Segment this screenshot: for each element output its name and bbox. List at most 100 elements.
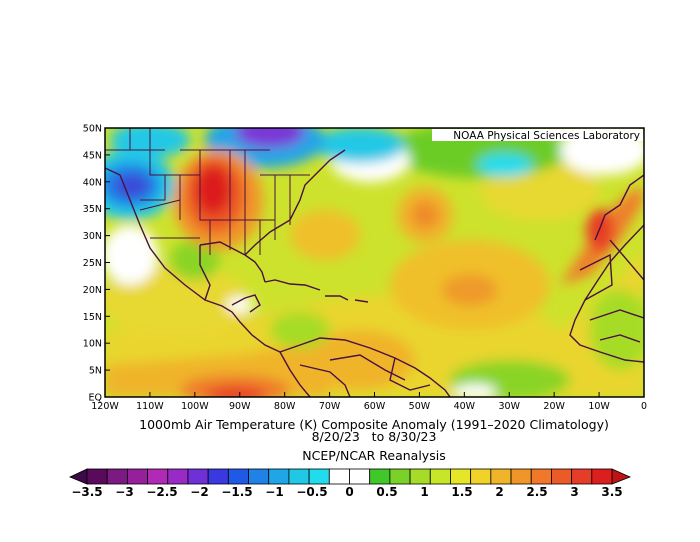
lon-label: 0 [641, 401, 647, 412]
hot-core-northwest-africa [586, 208, 614, 252]
date-range: 8/20/23 to 8/30/23 [312, 429, 437, 444]
map-panel: NOAA Physical Sciences Laboratory EQ 5N 10… [83, 124, 647, 413]
iberia-morocco-coast [594, 174, 644, 241]
credit-label: NOAA Physical Sciences Laboratory [453, 130, 640, 142]
northwest-state-lines [105, 128, 165, 151]
colorbar-swatch [288, 468, 310, 485]
latitude-axis: EQ 5N 10N 15N 20N 25N 30N 35N 40N 45N 50N [83, 124, 110, 404]
cold-center-western-us [114, 174, 150, 198]
credit-box [432, 129, 643, 141]
warm-core-north-atlantic [411, 201, 439, 229]
lat-label: 50N [83, 124, 102, 135]
colorbar-tick-label: −1 [265, 485, 283, 499]
lon-label: 30W [499, 401, 521, 412]
colorbar-swatch [308, 468, 330, 485]
colorbar-tick-label: 1 [420, 485, 428, 499]
lat-label: 25N [83, 258, 102, 269]
colorbar-swatch [147, 468, 169, 485]
lat-label: 40N [83, 177, 102, 188]
colorbar-swatch [369, 468, 391, 485]
colorbar-swatch [429, 468, 451, 485]
colorbar-tick-label: 0.5 [376, 485, 397, 499]
colorbar-swatch [510, 468, 532, 485]
data-source: NCEP/NCAR Reanalysis [302, 448, 445, 463]
lon-label: 80W [274, 401, 296, 412]
south-america-north-coast [279, 337, 451, 397]
puerto-rico-outline [354, 299, 369, 303]
lat-label: 15N [83, 312, 102, 323]
colorbar-swatch [106, 468, 128, 485]
cold-patch-north-atlantic [477, 153, 533, 177]
colorbar-tick-label: −3 [115, 485, 133, 499]
colorbar-swatch [591, 468, 613, 485]
cold-patch-labrador [315, 128, 405, 163]
lat-label: 35N [83, 204, 102, 215]
neutral-patch-baja [105, 225, 158, 285]
colorbar-swatch [490, 468, 512, 485]
colorbar-swatch [530, 468, 552, 485]
sahel-border [589, 309, 644, 321]
lon-label: 100W [181, 401, 209, 412]
hispaniola-outline [325, 295, 349, 301]
lat-label: EQ [89, 393, 102, 404]
colorbar: −3.5 −3 −2.5 −2 −1.5 −1 −0.5 0 0.5 1 1.5 2 2.5 3 3.5 [69, 468, 632, 499]
venezuela-border [329, 354, 406, 381]
colorbar-swatch [227, 468, 249, 485]
yucatan-coast [231, 294, 261, 313]
warm-patch-gulf-stream [290, 210, 360, 260]
colorbar-tick-label: −1.5 [221, 485, 252, 499]
mexico-gulf-coast [199, 245, 211, 301]
lat-label: 10N [83, 339, 102, 350]
colorbar-ticks: −3.5 −3 −2.5 −2 −1.5 −1 −0.5 0 0.5 1 1.5 2 2.5 3 3.5 [71, 485, 622, 499]
morocco-border [609, 239, 644, 281]
cool-patch-caribbean [270, 312, 330, 348]
colorbar-high-arrow [611, 468, 632, 485]
lon-label: 120W [91, 401, 119, 412]
colombia-border [299, 364, 351, 397]
pacific-coast-north-america [105, 167, 281, 353]
colorbar-tick-label: −3.5 [71, 485, 102, 499]
cuba-outline [264, 279, 321, 291]
lon-label: 90W [229, 401, 251, 412]
colorbar-swatch [389, 468, 411, 485]
colorbar-tick-label: 0 [345, 485, 353, 499]
guinea-border [599, 334, 641, 343]
lon-label: 20W [543, 401, 565, 412]
colorbar-swatch [86, 468, 108, 485]
africa-west-coast [569, 224, 644, 363]
colorbar-swatch [349, 468, 371, 485]
colorbar-tick-label: 2.5 [526, 485, 547, 499]
hot-core-equator-pacific [206, 387, 266, 397]
cool-patch-west-africa [590, 290, 644, 370]
colorbar-swatch [551, 468, 573, 485]
lat-label: 20N [83, 285, 102, 296]
lon-label: 110W [136, 401, 164, 412]
colorbar-tick-label: −2.5 [146, 485, 177, 499]
lon-label: 70W [319, 401, 341, 412]
colorbar-swatch [187, 468, 209, 485]
colorbar-swatch [571, 468, 593, 485]
colorbar-tick-label: 3.5 [601, 485, 622, 499]
lon-label: 60W [364, 401, 386, 412]
colorbar-tick-label: 3 [570, 485, 578, 499]
colorbar-tick-label: 1.5 [451, 485, 472, 499]
south-america-west-coast [279, 351, 311, 397]
colorbar-swatch [409, 468, 431, 485]
lon-label: 10W [588, 401, 610, 412]
anomaly-field [105, 128, 644, 397]
figure-title: 1000mb Air Temperature (K) Composite Ano… [139, 417, 609, 432]
colorbar-swatch [167, 468, 189, 485]
warm-core-central-atlantic [442, 274, 498, 306]
lon-label: 50W [409, 401, 431, 412]
colorbar-swatch [470, 468, 492, 485]
gulf-coast [199, 241, 266, 283]
state-lines [139, 128, 310, 255]
cool-patch-mexico [170, 240, 220, 280]
colorbar-tick-label: −2 [190, 485, 208, 499]
lat-label: 30N [83, 231, 102, 242]
lat-label: 5N [89, 366, 102, 377]
warm-patch-mexico [105, 265, 250, 335]
colorbar-swatches [86, 468, 613, 485]
guianas-border [389, 357, 431, 391]
